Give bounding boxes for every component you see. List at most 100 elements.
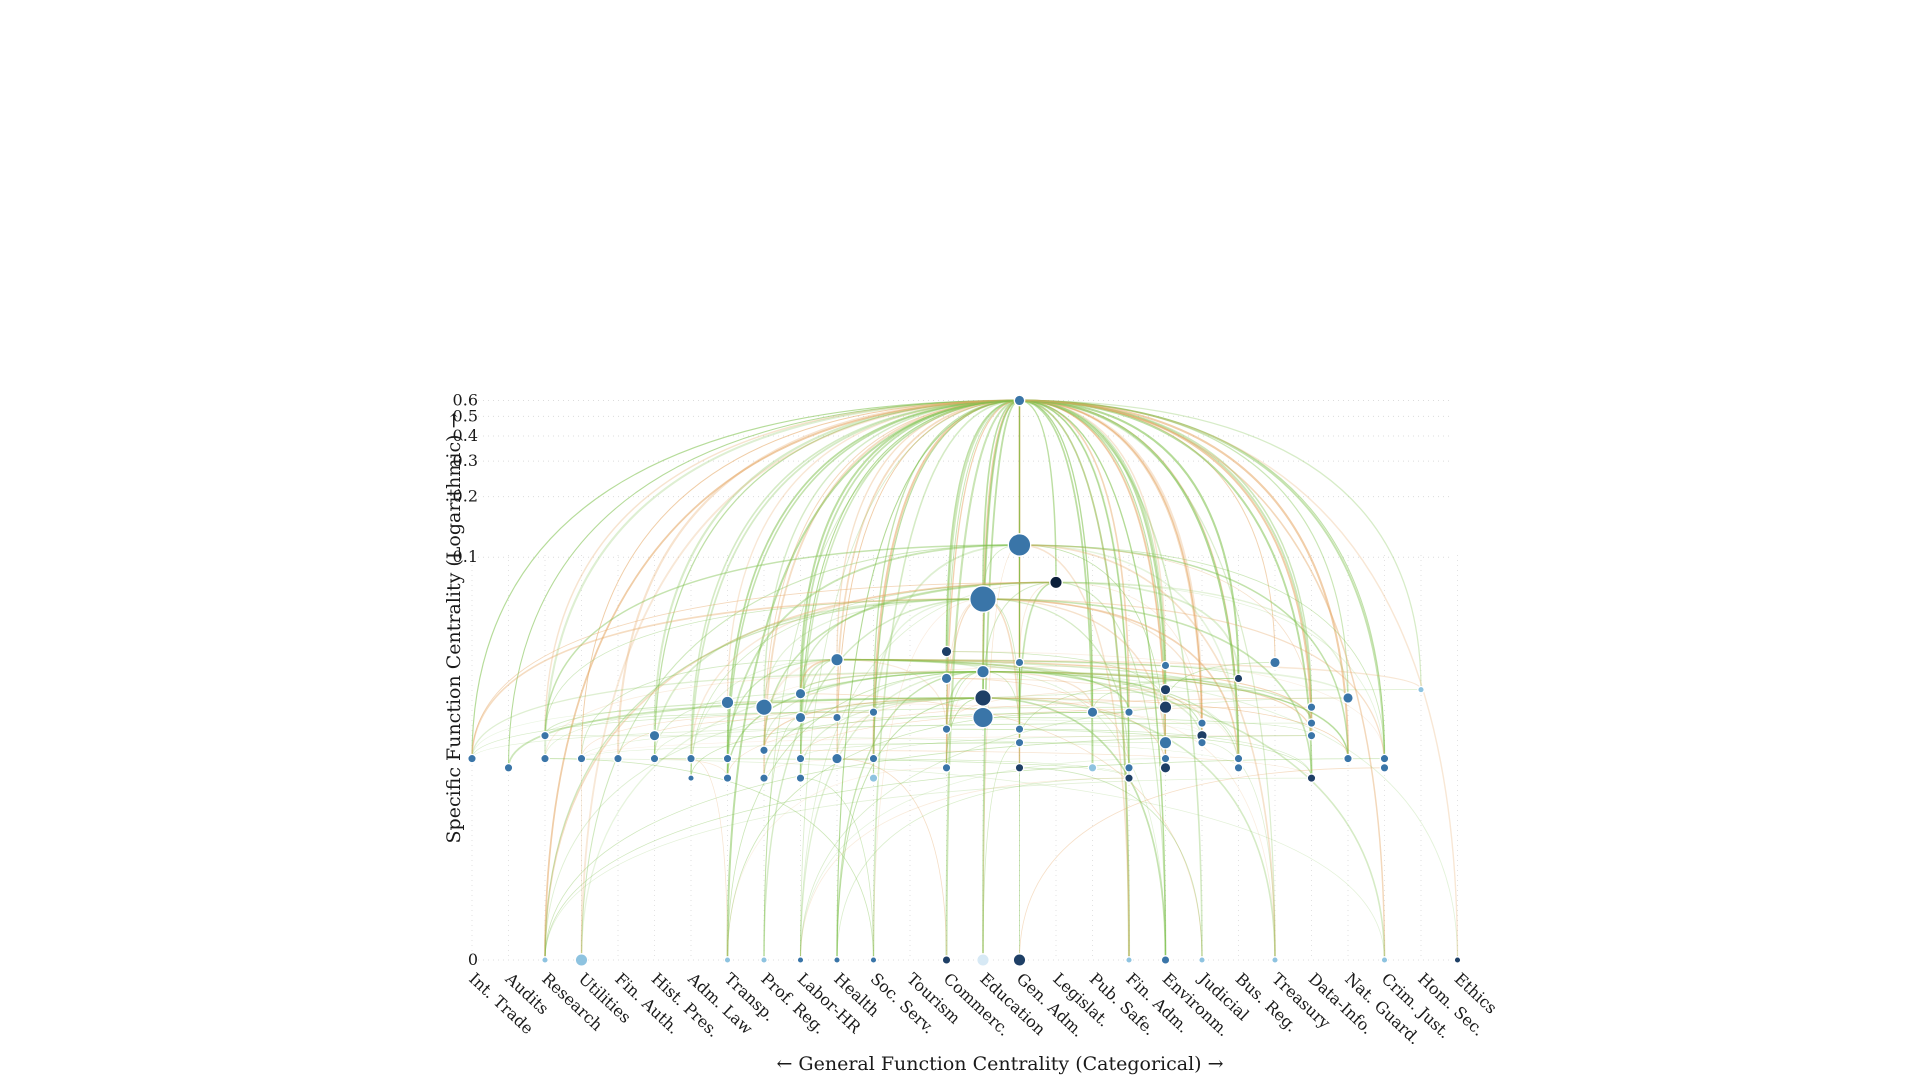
network-edge [690,581,1057,759]
network-edge [982,697,1349,759]
network-node [940,672,953,685]
network-edge [800,717,1203,736]
network-edge [800,697,1349,961]
network-edge [836,658,1130,713]
network-edge [763,671,984,751]
network-edge [982,697,1349,759]
y-tick-label: 0.2 [453,487,478,506]
network-edge [982,671,1349,759]
network-edge [544,758,1385,961]
network-edge [946,689,1166,730]
network-node [1198,956,1206,964]
network-node [1049,575,1063,590]
network-node [868,707,879,718]
network-edge [1201,742,1276,961]
network-node [1160,753,1171,764]
y-tick-label: 0.5 [453,406,478,425]
network-edge [544,758,1385,961]
network-edge [836,658,1349,759]
network-edge [1092,678,1239,713]
network-edge [982,697,1276,961]
network-node [976,953,990,967]
network-edge [946,662,1020,768]
network-node [1158,700,1173,715]
network-node [1014,737,1025,748]
network-edge [1019,544,1240,759]
network-edge [471,581,1057,759]
network-node [759,773,769,783]
network-edge [1019,399,1276,961]
network-edge [581,659,838,759]
network-edge [1055,581,1167,961]
network-edge [727,671,984,961]
network-edge [836,399,1020,961]
network-edge [544,758,874,961]
network-edge [1019,544,1349,759]
network-edge [471,722,1312,759]
network-edge [763,665,1166,708]
network-edge [581,735,1312,759]
network-edge [836,777,1130,961]
network-edge [544,735,1239,768]
network-edge [763,697,984,751]
network-edge [836,658,1349,699]
network-edge [1019,399,1167,961]
network-edge [1019,399,1350,759]
network-edge [799,658,838,718]
edge-layer [471,399,1459,961]
network-edge [1019,399,1167,690]
network-edge [800,706,1312,759]
network-node [941,762,952,773]
network-edge [1019,399,1240,679]
network-node [687,774,695,782]
network-edge [544,777,1312,961]
network-node [1124,707,1134,718]
network-node [969,585,997,613]
network-edge [836,659,1239,768]
network-edge [799,399,1020,779]
network-edge [1019,399,1422,690]
network-node [1306,718,1317,728]
network-node [833,956,841,964]
network-edge [1019,399,1349,698]
network-edge [1019,399,1131,961]
network-edge [471,706,765,759]
network-node [576,753,587,764]
network-edge [726,544,1020,779]
network-edge [836,697,984,961]
network-edge [982,697,1167,961]
network-edge [872,399,1020,779]
network-edge [653,598,984,759]
network-edge [982,598,1167,759]
network-edge [1019,767,1203,961]
network-edge [982,399,1020,698]
y-tick-label: 0.1 [453,547,478,566]
network-edge [1019,767,1385,961]
network-node [869,956,878,964]
network-edge [1019,399,1313,779]
network-edge [654,758,1130,779]
network-edge [544,598,984,961]
network-edge [1019,399,1130,779]
network-node [503,762,514,773]
network-node [1125,956,1133,964]
network-edge [836,671,984,759]
network-edge [982,598,1130,779]
network-edge [726,670,984,779]
network-node [1160,955,1171,965]
network-edge [1019,544,1130,961]
network-node [1380,956,1389,964]
network-edge [654,689,1422,759]
network-node [1014,724,1025,735]
network-edge [726,399,1020,703]
y-tick-label: 0.4 [453,426,478,445]
network-node [1197,718,1207,728]
network-node [1014,762,1025,773]
network-node [794,711,807,724]
network-edge [471,671,984,759]
network-edge [982,598,1240,768]
network-node [1379,753,1390,764]
network-edge [1018,581,1057,730]
